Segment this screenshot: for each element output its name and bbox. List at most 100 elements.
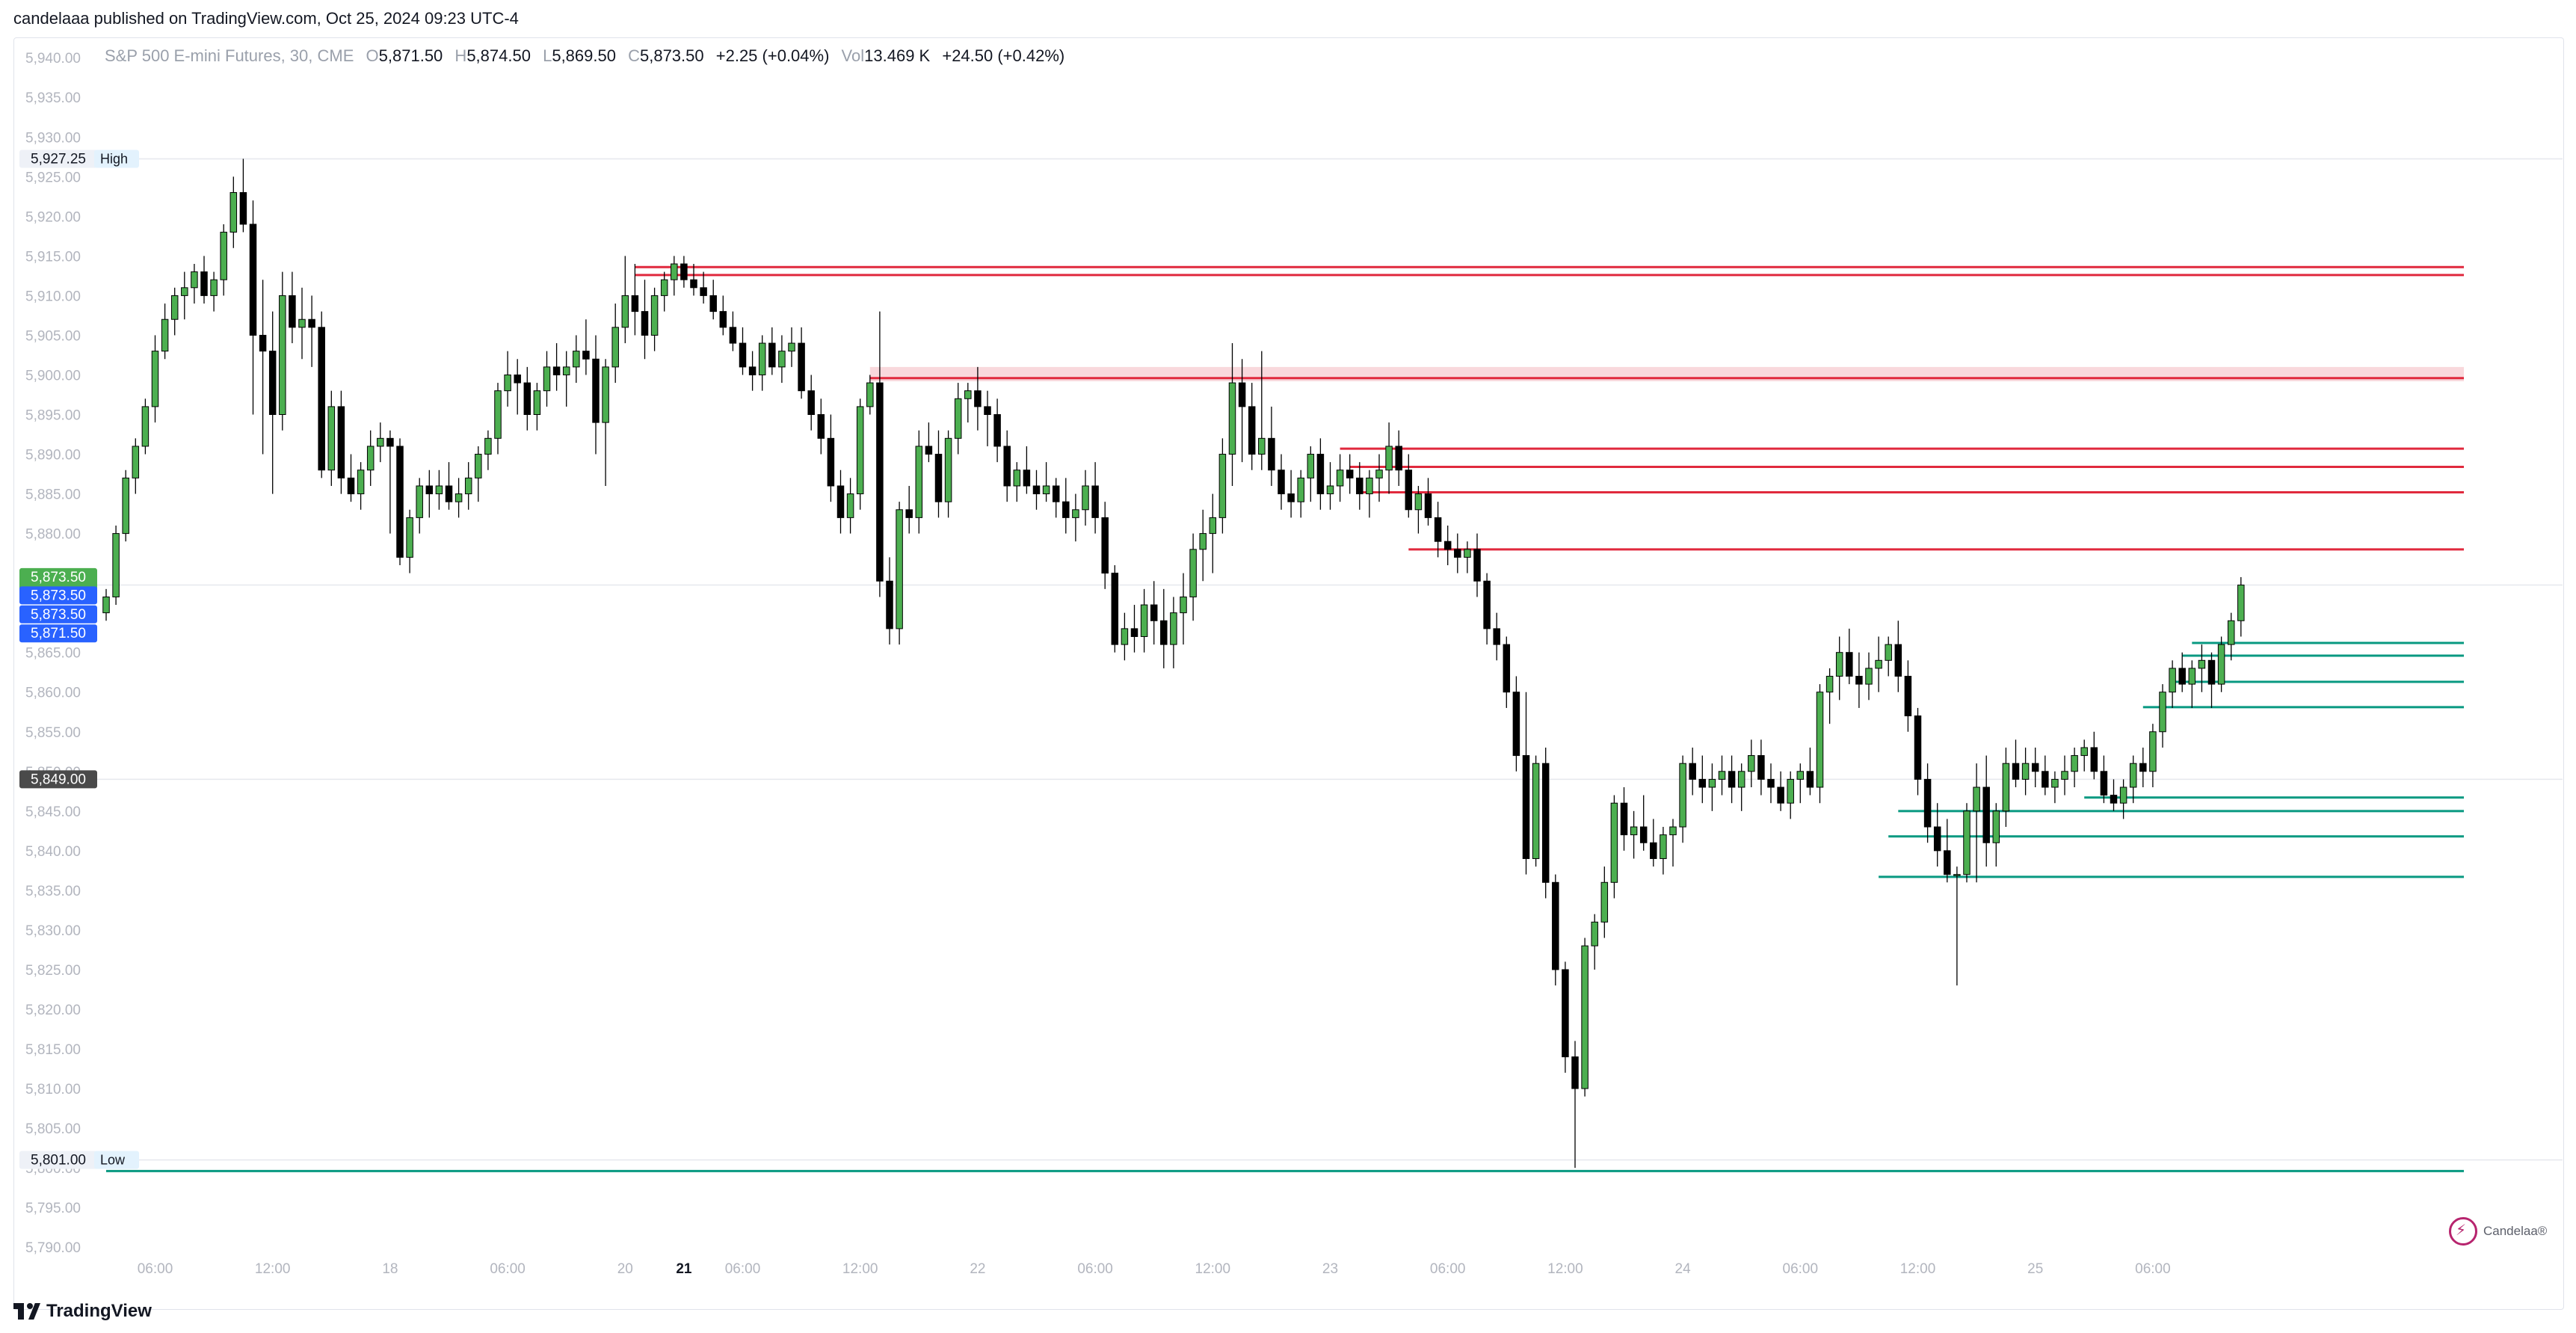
candle-up [788,342,795,352]
candle-up [220,232,227,280]
candle-up [1953,874,1961,876]
y-tick-label: 5,820.00 [25,1003,81,1018]
candle-down [1806,771,1814,788]
candle-up [2051,778,2059,788]
candle-up [210,279,218,296]
candle-down [817,414,825,439]
candle-up [2227,620,2235,645]
candle-down [259,334,267,352]
x-tick-label: 06:00 [1783,1261,1819,1277]
x-tick-label: 06:00 [1077,1261,1113,1277]
candle-up [1973,786,1980,812]
candle-down [1405,470,1413,511]
x-tick-label: 06:00 [1430,1261,1466,1277]
candle-up [650,295,659,336]
candle-up [1865,668,1873,685]
candle-down [1982,786,1990,843]
candle-down [1150,604,1158,621]
candle-up [161,318,169,352]
y-tick-label: 5,860.00 [25,686,81,701]
candle-up [455,493,463,502]
price-tag-box [94,150,139,168]
candle-up [1366,477,1373,495]
candle-up [1630,826,1638,836]
candle-down [1062,501,1070,518]
price-label-value: 5,801.00 [31,1153,86,1169]
x-tick-label: 12:00 [1195,1261,1231,1277]
candle-up [1336,470,1344,487]
symbol-legend: S&P 500 E-mini Futures, 30, CME O5,871.5… [105,46,1064,66]
candle-up [435,485,443,495]
candle-down [318,327,325,471]
y-axis: 5,790.005,795.005,800.005,805.005,810.00… [25,51,81,1256]
candle-up [1385,446,1393,471]
candle-down [308,318,315,328]
tradingview-logo[interactable]: TradingView [13,1301,152,1322]
candle-down [827,437,835,487]
candle-up [1189,549,1197,597]
candle-up [1660,834,1667,859]
y-tick-label: 5,925.00 [25,170,81,185]
candle-up [170,295,179,320]
candle-down [2042,771,2049,788]
y-tick-label: 5,895.00 [25,408,81,424]
y-tick-label: 5,845.00 [25,804,81,820]
candle-up [416,485,423,518]
candle-up [944,437,952,502]
candle-down [1346,470,1354,478]
candle-up [1414,493,1423,511]
candle-up [2217,644,2225,685]
candle-up [1796,771,1805,780]
candle-up [1042,485,1050,495]
candle-up [475,454,482,478]
candle-down [1356,477,1364,495]
candle-down [425,485,434,495]
y-tick-label: 5,810.00 [25,1082,81,1098]
chart-frame[interactable] [13,37,2564,1310]
volume-change: +24.50 (+0.42%) [942,46,1065,65]
candle-down [1395,446,1402,471]
candle-up [1180,596,1187,614]
y-tick-label: 5,935.00 [25,90,81,106]
candle-up [1787,778,1794,804]
high-value: 5,874.50 [466,46,531,65]
candle-down [1639,826,1648,843]
candle-down [1552,881,1559,970]
candle-down [1052,485,1060,502]
tradingview-logo-icon [13,1303,40,1320]
candle-up [484,437,492,455]
candle-down [552,366,561,375]
x-tick-label: 24 [1675,1261,1692,1277]
candle-up [562,366,570,375]
candle-down [2031,763,2039,772]
candle-up [621,295,629,328]
y-tick-label: 5,815.00 [25,1042,81,1058]
candle-down [1923,778,1932,828]
candle-up [2071,755,2078,772]
watermark-text: Candelaa® [2483,1224,2548,1238]
candle-up [494,390,502,439]
candle-up [2198,659,2206,669]
price-label-value: 5,927.25 [31,151,86,167]
candle-down [289,295,296,328]
price-label-value: 5,873.50 [31,570,86,585]
candle-down [768,342,776,368]
price-levels [106,265,2464,1172]
candle-down [1160,620,1168,645]
x-tick-label: 06:00 [2135,1261,2171,1277]
y-tick-label: 5,805.00 [25,1121,81,1137]
candle-down [1914,715,1922,780]
candle-down [1944,850,1951,875]
y-tick-label: 5,885.00 [25,487,81,503]
candle-down [592,358,600,423]
candle-up [896,509,903,629]
candle-up [1581,945,1589,1089]
candle-up [2002,763,2010,812]
high-label: H [455,46,467,65]
candle-up [1464,549,1471,558]
candle-down [1777,786,1784,804]
volume-label: Vol [841,46,865,65]
candle-up [1737,771,1745,788]
tradingview-brand: TradingView [46,1301,152,1321]
